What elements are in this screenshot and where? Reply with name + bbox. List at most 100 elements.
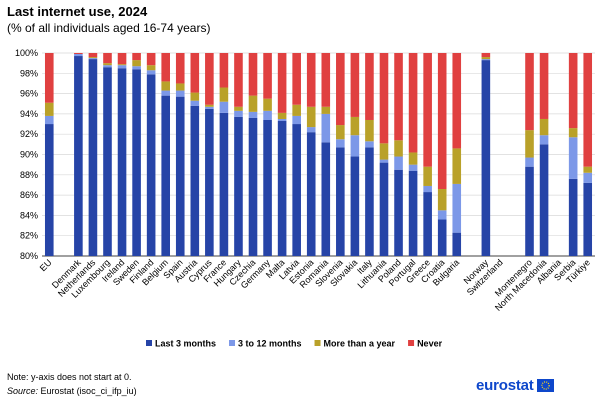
bar-segment [175, 83, 185, 91]
bar-segment [146, 70, 156, 75]
bar-segment [379, 159, 389, 163]
stacked-bar-chart: 80%82%84%86%88%90%92%94%96%98%100% EUDen… [15, 48, 595, 349]
bar-segment [132, 53, 141, 61]
bar-segment [350, 53, 360, 117]
bar-segment [481, 53, 491, 58]
bar-segment [292, 104, 301, 116]
bar-segment [568, 137, 578, 179]
bar-segment [568, 53, 578, 129]
bar-segment [306, 132, 316, 256]
bar-segment [350, 156, 360, 256]
bar-segment [365, 53, 374, 120]
bar-segment [219, 112, 229, 256]
eurostat-logo: eurostat [476, 377, 554, 394]
bar-segment [292, 53, 301, 105]
bar-segment [234, 110, 243, 117]
bar-segment [437, 210, 447, 220]
bar-segment [219, 53, 229, 88]
bar-segment [263, 119, 272, 257]
bar-segment [190, 92, 200, 101]
bar-segment [277, 121, 287, 256]
bar-segment [161, 90, 170, 96]
y-tick-label: 88% [20, 170, 38, 180]
bar-segment [437, 219, 447, 256]
bar-segment [132, 60, 141, 67]
bar-segment [234, 106, 243, 111]
bar-segment [175, 96, 185, 256]
bar-segment [190, 53, 200, 93]
bar-segment [205, 108, 214, 256]
bar-segment [408, 170, 418, 256]
bar-segment [277, 53, 287, 113]
bar-segment [539, 118, 549, 136]
bar-segment [379, 162, 389, 256]
bar-segment [481, 59, 491, 61]
bar-segment [583, 166, 593, 173]
y-tick-label: 98% [20, 68, 38, 78]
bar-segment [365, 119, 374, 142]
source-label: Source: [7, 386, 39, 396]
y-tick-label: 94% [20, 109, 38, 119]
bar-segment [423, 185, 432, 193]
bar-segment [205, 104, 214, 107]
bar-segment [350, 135, 360, 157]
bar-segment [146, 74, 156, 256]
y-tick-label: 90% [20, 150, 38, 160]
legend-label: Last 3 months [155, 339, 216, 349]
bar-segment [583, 182, 593, 256]
y-tick-label: 80% [20, 251, 38, 261]
chart-subtitle: (% of all individuals aged 16-74 years) [7, 21, 211, 35]
bar-segment [74, 54, 83, 57]
legend-swatch [146, 340, 152, 346]
bar-segment [379, 53, 389, 144]
bar-segment [525, 166, 534, 256]
bar-segment [306, 106, 316, 128]
bar-segment [408, 53, 418, 153]
legend-label: More than a year [324, 339, 396, 349]
legend-swatch [408, 340, 415, 346]
bar-segment [248, 53, 258, 96]
bar-segment [74, 53, 83, 55]
bar-segment [394, 156, 403, 170]
x-tick-label: EU [38, 257, 54, 273]
bar-segment [205, 53, 214, 105]
bar-segment [234, 116, 243, 256]
logo-text: eurostat [476, 377, 534, 394]
bar-segment [44, 53, 54, 103]
bar-segment [248, 111, 258, 118]
eu-flag-icon [536, 379, 554, 392]
bar-segment [117, 65, 127, 69]
y-tick-label: 100% [15, 48, 38, 58]
bar-segment [44, 102, 54, 116]
bar-segment [263, 98, 272, 111]
bar-segment [205, 106, 214, 109]
bar-segment [423, 192, 432, 256]
bar-segment [539, 53, 549, 119]
bar-segment [132, 66, 141, 70]
bar-segment [306, 53, 316, 107]
bar-segment [117, 53, 127, 65]
source-note: Source: Eurostat (isoc_ci_ifp_iu) [7, 386, 137, 396]
bar-segment [190, 100, 200, 106]
bar-segment [481, 57, 491, 60]
y-tick-label: 92% [20, 129, 38, 139]
bar-segment [103, 53, 112, 64]
bar-segment [219, 87, 229, 102]
bar-segment [277, 118, 287, 121]
bar-segment [423, 53, 432, 167]
bar-segment [146, 65, 156, 71]
axis-note: Note: y-axis does not start at 0. [7, 372, 132, 382]
bar-segment [394, 169, 403, 256]
bar-segment [161, 95, 170, 256]
bar-segment [452, 148, 462, 184]
bar-segment [103, 63, 112, 66]
bar-segment [321, 53, 331, 107]
bar-segment [437, 189, 447, 211]
bar-segment [408, 164, 418, 171]
bar-segment [44, 115, 54, 125]
bar-segment [379, 143, 389, 160]
bar-segment [219, 101, 229, 113]
bar-segment [365, 141, 374, 148]
bar-segment [336, 147, 345, 256]
bar-segment [263, 110, 272, 120]
